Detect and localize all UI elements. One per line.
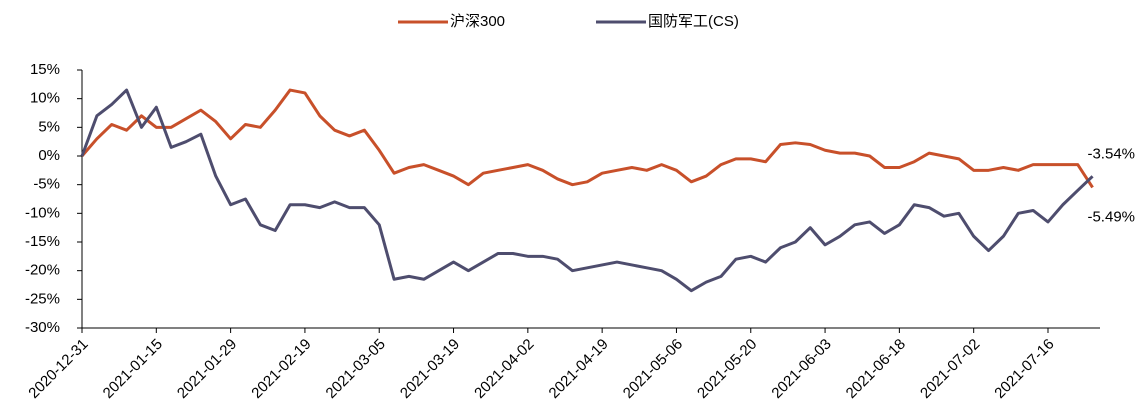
- legend-label: 沪深300: [450, 13, 505, 30]
- x-tick-label: 2021-03-19: [397, 336, 463, 402]
- y-tick-label: -20%: [25, 262, 60, 279]
- y-tick-label: 10%: [30, 90, 60, 107]
- x-tick-label: 2020-12-31: [25, 336, 91, 402]
- x-tick-label: 2021-02-19: [248, 336, 314, 402]
- y-tick-label: -30%: [25, 319, 60, 336]
- y-tick-label: -10%: [25, 204, 60, 221]
- x-tick-label: 2021-04-19: [546, 336, 612, 402]
- y-tick-label: 15%: [30, 61, 60, 78]
- x-tick-label: 2021-05-20: [694, 336, 760, 402]
- x-tick-label: 2021-01-29: [174, 336, 240, 402]
- x-tick-label: 2021-04-02: [471, 336, 537, 402]
- y-tick-label: -25%: [25, 290, 60, 307]
- y-tick-label: -5%: [33, 176, 60, 193]
- series-line: [80, 88, 1094, 189]
- x-tick-label: 2021-06-03: [768, 336, 834, 402]
- end-label: -3.54%: [1087, 145, 1135, 162]
- legend-label: 国防军工(CS): [648, 13, 739, 30]
- x-tick-label: 2021-05-06: [620, 336, 686, 402]
- x-tick-label: 2021-07-02: [917, 336, 983, 402]
- x-tick-label: 2021-03-05: [323, 336, 389, 402]
- y-tick-label: 0%: [38, 147, 60, 164]
- y-tick-label: 5%: [38, 118, 60, 135]
- end-label: -5.49%: [1087, 208, 1135, 225]
- x-tick-label: 2021-01-15: [100, 336, 166, 402]
- series-line: [80, 88, 1094, 293]
- x-tick-label: 2021-06-18: [843, 336, 909, 402]
- y-tick-label: -15%: [25, 233, 60, 250]
- x-tick-label: 2021-07-16: [991, 336, 1057, 402]
